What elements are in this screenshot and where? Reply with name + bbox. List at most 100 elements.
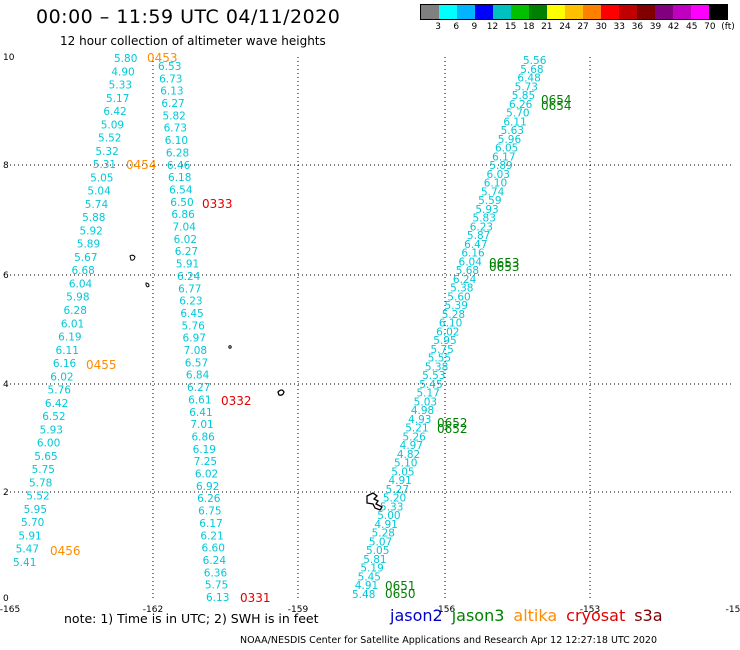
colorbar-swatch (457, 5, 475, 19)
latitude-tick-label: 8 (3, 161, 9, 171)
longitude-tick-label: -153 (580, 605, 600, 615)
jason3-wave-height: 5.21 (405, 423, 428, 435)
cryosat-wave-height: 6.57 (185, 357, 208, 369)
altika-wave-height: 6.68 (71, 265, 94, 277)
latitude-tick-label: 6 (3, 271, 9, 281)
cryosat-wave-height: 6.50 (170, 197, 193, 209)
jason3-wave-height: 5.28 (442, 309, 465, 321)
cryosat-wave-height: 6.54 (169, 184, 193, 196)
jason3-wave-height: 4.91 (374, 519, 397, 531)
jason3-wave-height: 5.70 (506, 108, 529, 120)
cryosat-wave-height: 6.86 (171, 209, 195, 221)
altika-wave-height: 5.74 (85, 199, 109, 211)
altika-wave-height: 6.42 (45, 398, 68, 410)
island-outline (277, 389, 285, 396)
time-label: 0654 (541, 99, 572, 113)
jason3-wave-height: 5.17 (416, 388, 439, 400)
credit-footer: NOAA/NESDIS Center for Satellite Applica… (240, 635, 658, 646)
colorbar-label: 27 (577, 22, 589, 32)
legend-entry-s3a: s3a (634, 606, 663, 625)
colorbar-swatch (529, 5, 547, 19)
altika-wave-height: 5.92 (79, 225, 102, 237)
cryosat-wave-height: 7.25 (194, 456, 217, 468)
colorbar-label: 39 (649, 22, 662, 32)
jason3-wave-height: 6.05 (495, 143, 518, 155)
jason3-wave-height: 5.85 (512, 90, 535, 102)
jason3-wave-height: 4.93 (408, 414, 431, 426)
time-label: 0455 (86, 358, 117, 372)
colorbar-swatch (511, 5, 529, 19)
jason3-wave-height: 6.48 (517, 73, 540, 85)
colorbar-label: 6 (453, 22, 460, 32)
jason3-wave-height: 6.03 (487, 169, 510, 181)
jason3-wave-height: 5.68 (456, 265, 479, 277)
island-outline (129, 254, 136, 261)
colorbar-label: (ft) (721, 22, 735, 32)
altika-wave-height: 6.02 (50, 371, 73, 383)
jason3-wave-height: 5.27 (386, 484, 409, 496)
time-label: 0651 (385, 579, 416, 593)
island-hawaii-outline (366, 492, 383, 511)
cryosat-wave-height: 6.84 (186, 370, 210, 382)
colorbar-label: 24 (559, 22, 571, 32)
jason3-wave-height: 5.93 (475, 204, 498, 216)
altika-wave-height: 6.04 (69, 278, 93, 290)
island-outline (228, 345, 232, 349)
jason3-wave-height: 6.47 (464, 239, 487, 251)
latitude-tick-label: 10 (3, 53, 15, 63)
legend-entry-jason3: jason3 (451, 606, 505, 625)
altika-wave-height: 5.95 (24, 504, 47, 516)
jason3-wave-height: 5.83 (473, 213, 496, 225)
cryosat-wave-height: 6.19 (193, 444, 216, 456)
altika-wave-height: 6.52 (42, 411, 65, 423)
cryosat-wave-height: 6.13 (206, 592, 229, 604)
jason3-wave-height: 4.97 (400, 440, 423, 452)
jason3-wave-height: 6.26 (509, 99, 533, 111)
cryosat-wave-height: 6.27 (161, 98, 184, 110)
longitude-tick-label: -162 (143, 605, 163, 615)
time-label-overprint: 0652 (437, 416, 468, 430)
time-label: 0650 (385, 587, 416, 601)
altika-wave-height: 5.75 (32, 464, 55, 476)
map-title: 00:00 – 11:59 UTC 04/11/2020 (36, 6, 341, 28)
time-label: 0453 (147, 51, 178, 65)
cryosat-wave-height: 7.04 (173, 222, 197, 234)
jason3-wave-height: 5.95 (433, 335, 456, 347)
cryosat-wave-height: 6.53 (158, 61, 181, 73)
colorbar-swatch (475, 5, 493, 19)
colorbar-label: 33 (613, 22, 626, 32)
cryosat-wave-height: 6.21 (200, 530, 223, 542)
jason3-wave-height: 4.91 (355, 580, 378, 592)
colorbar-swatch (583, 5, 601, 19)
jason3-wave-height: 5.26 (402, 431, 426, 443)
cryosat-wave-height: 5.76 (181, 320, 205, 332)
time-label: 0652 (437, 422, 468, 436)
wave-height-colorbar (420, 4, 728, 20)
jason3-wave-height: 6.24 (453, 274, 477, 286)
cryosat-wave-height: 7.08 (184, 345, 207, 357)
jason3-wave-height: 5.48 (352, 589, 375, 601)
time-label: 0333 (202, 197, 233, 211)
cryosat-wave-height: 6.97 (183, 333, 206, 345)
time-label: 0331 (240, 591, 271, 605)
colorbar-label: 21 (541, 22, 553, 32)
jason3-wave-height: 6.23 (470, 221, 493, 233)
colorbar-swatch (673, 5, 691, 19)
cryosat-wave-height: 6.24 (203, 555, 227, 567)
cryosat-wave-height: 7.01 (190, 419, 213, 431)
cryosat-wave-height: 5.91 (176, 259, 199, 271)
colorbar-swatch (493, 5, 511, 19)
altika-wave-height: 5.91 (18, 530, 41, 542)
time-label-overprint: 0653 (489, 256, 520, 270)
colorbar-swatch (619, 5, 637, 19)
jason3-wave-height: 5.07 (369, 536, 392, 548)
colorbar-swatch (637, 5, 655, 19)
altika-wave-height: 5.93 (40, 424, 63, 436)
colorbar-label: 18 (522, 22, 535, 32)
jason3-wave-height: 5.55 (428, 353, 451, 365)
jason3-wave-height: 5.19 (360, 563, 383, 575)
jason3-wave-height: 5.00 (377, 510, 400, 522)
cryosat-wave-height: 6.23 (179, 296, 202, 308)
jason3-wave-height: 5.60 (447, 291, 470, 303)
colorbar-label: 30 (595, 22, 607, 32)
